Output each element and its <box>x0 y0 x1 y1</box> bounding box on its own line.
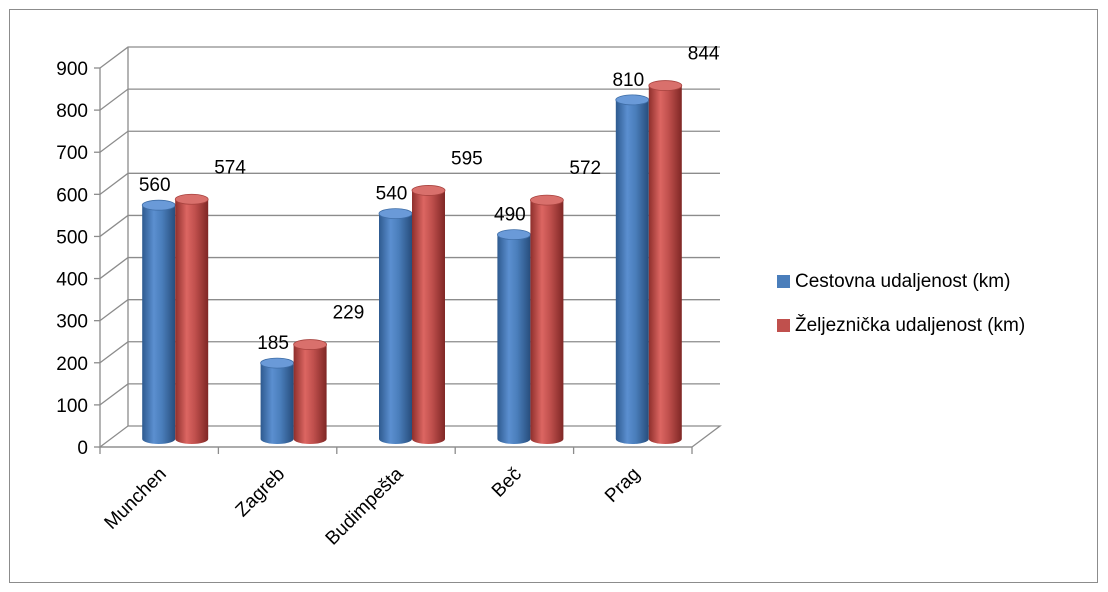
y-tick-label: 800 <box>56 101 88 122</box>
bar-top-1-0 <box>174 193 209 205</box>
data-label: 185 <box>257 333 289 354</box>
bar-0-2 <box>379 213 412 444</box>
data-label: 810 <box>612 70 644 91</box>
bar-top-0-3 <box>497 229 531 241</box>
y-tick-label: 700 <box>56 143 88 164</box>
y-tick-label: 300 <box>56 312 88 333</box>
legend-entry: Cestovna udaljenost (km) <box>795 271 1010 292</box>
bar-top-0-2 <box>378 208 413 220</box>
gridline <box>99 130 720 153</box>
data-label: 490 <box>494 205 526 226</box>
bar-1-0 <box>175 199 209 444</box>
bar-top-1-4 <box>648 80 683 91</box>
bar-1-2 <box>412 190 445 444</box>
bar-1-1 <box>293 344 327 444</box>
data-label: 572 <box>569 158 601 179</box>
axes <box>94 67 693 454</box>
y-tick-label: 100 <box>56 396 88 417</box>
gridline <box>99 88 720 111</box>
bar-1-4 <box>648 85 682 445</box>
bar-top-1-2 <box>411 185 446 196</box>
y-tick-label: 400 <box>56 270 88 291</box>
y-tick-label: 0 <box>77 438 88 459</box>
x-tick-label: Prag <box>601 464 644 507</box>
bar-top-0-1 <box>260 357 295 369</box>
x-tick-label: Munchen <box>101 464 171 534</box>
legend-swatch <box>777 319 790 332</box>
x-tick-label: Zagreb <box>232 464 289 521</box>
y-tick-label: 900 <box>56 59 88 80</box>
data-label: 595 <box>451 148 483 169</box>
gridline <box>99 172 720 195</box>
y-tick-label: 200 <box>56 354 88 375</box>
legend: Cestovna udaljenost (km) Željeznička udal… <box>777 271 1025 336</box>
data-label: 560 <box>139 175 171 196</box>
data-label: 229 <box>333 303 365 324</box>
bar-1-3 <box>530 200 564 444</box>
data-label: 844 <box>688 44 720 65</box>
bar-0-1 <box>260 363 294 444</box>
bar-0-0 <box>142 205 176 444</box>
bar-0-3 <box>497 234 531 444</box>
x-tick-label: Budimpešta <box>322 463 408 549</box>
data-label: 540 <box>376 184 408 205</box>
bar-0-4 <box>615 99 649 445</box>
x-tick-label: Beč <box>488 464 526 502</box>
bars <box>141 80 683 445</box>
gridline <box>99 46 720 69</box>
bar-top-0-0 <box>141 199 176 211</box>
legend-entry: Željeznička udaljenost (km) <box>795 314 1025 336</box>
y-tick-label: 500 <box>56 227 88 248</box>
bar-top-0-4 <box>615 94 650 106</box>
gridline <box>99 214 720 237</box>
bar-top-1-1 <box>293 339 328 350</box>
y-tick-label: 600 <box>56 185 88 206</box>
data-label: 574 <box>214 157 246 178</box>
bar-top-1-3 <box>530 194 564 206</box>
legend-swatch <box>777 275 790 288</box>
